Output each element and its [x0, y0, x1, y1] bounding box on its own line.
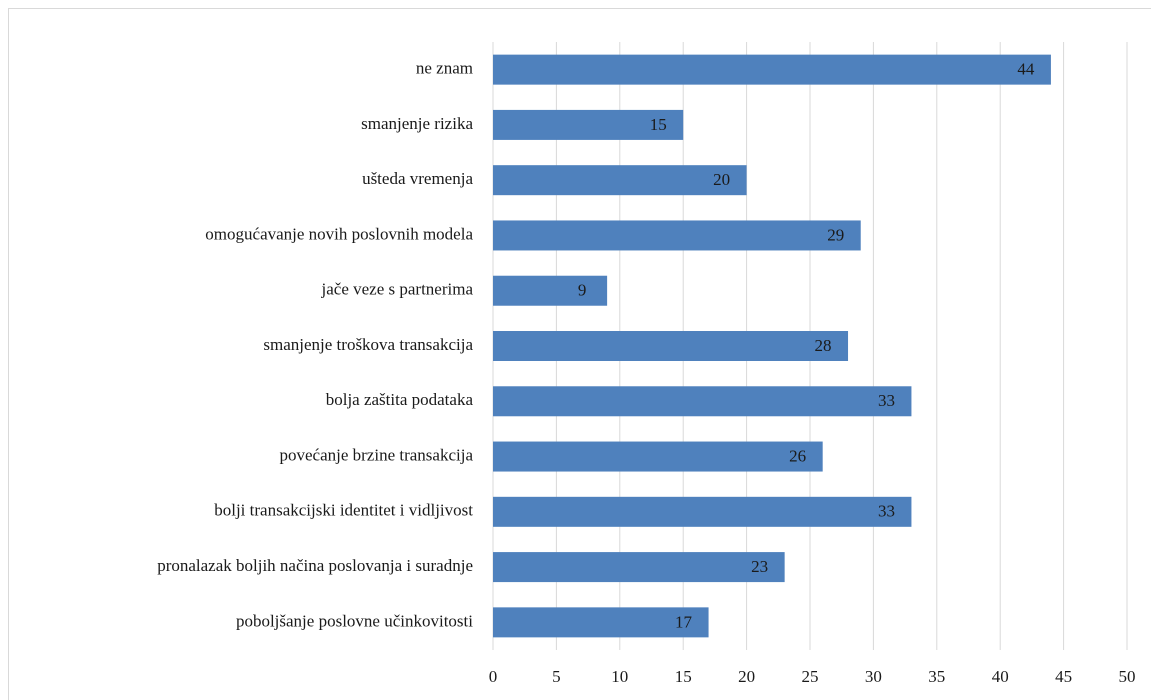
bar [493, 607, 709, 638]
y-tick-label: omogućavanje novih poslovnih modela [205, 224, 473, 243]
bar [493, 441, 823, 472]
x-tick-label: 10 [611, 667, 628, 686]
x-tick-label: 20 [738, 667, 755, 686]
y-tick-label: ušteda vremenja [362, 169, 473, 188]
y-tick-label: smanjenje rizika [361, 114, 473, 133]
y-tick-label: poboljšanje poslovne učinkovitosti [236, 611, 473, 630]
x-tick-label: 35 [928, 667, 945, 686]
data-label: 17 [675, 612, 693, 631]
data-label: 44 [1017, 60, 1035, 79]
data-label: 28 [815, 336, 832, 355]
y-tick-label: bolji transakcijski identitet i vidljivo… [214, 501, 473, 520]
x-tick-label: 5 [552, 667, 561, 686]
x-tick-label: 0 [489, 667, 498, 686]
bar [493, 386, 912, 417]
y-tick-label: pronalazak boljih načina poslovanja i su… [157, 556, 473, 575]
bar [493, 165, 747, 196]
bar [493, 109, 684, 140]
x-tick-label: 50 [1119, 667, 1136, 686]
x-tick-label: 25 [802, 667, 819, 686]
y-tick-label: bolja zaštita podataka [326, 390, 474, 409]
x-tick-label: 30 [865, 667, 882, 686]
x-tick-label: 40 [992, 667, 1009, 686]
bar [493, 220, 861, 251]
y-tick-label: ne znam [416, 59, 473, 78]
x-tick-label: 15 [675, 667, 692, 686]
bar [493, 496, 912, 527]
data-label: 26 [789, 446, 806, 465]
data-label: 33 [878, 502, 895, 521]
data-label: 33 [878, 391, 895, 410]
bar [493, 275, 608, 306]
bar [493, 552, 785, 583]
y-tick-label: smanjenje troškova transakcija [263, 335, 473, 354]
x-tick-label: 45 [1055, 667, 1072, 686]
data-label: 9 [578, 281, 587, 300]
data-label: 15 [650, 115, 667, 134]
data-label: 20 [713, 170, 730, 189]
bar [493, 54, 1051, 85]
y-tick-label: povećanje brzine transakcija [279, 445, 473, 464]
data-label: 29 [827, 225, 844, 244]
bar [493, 331, 849, 361]
data-label: 23 [751, 557, 768, 576]
y-tick-label: jače veze s partnerima [321, 280, 474, 299]
